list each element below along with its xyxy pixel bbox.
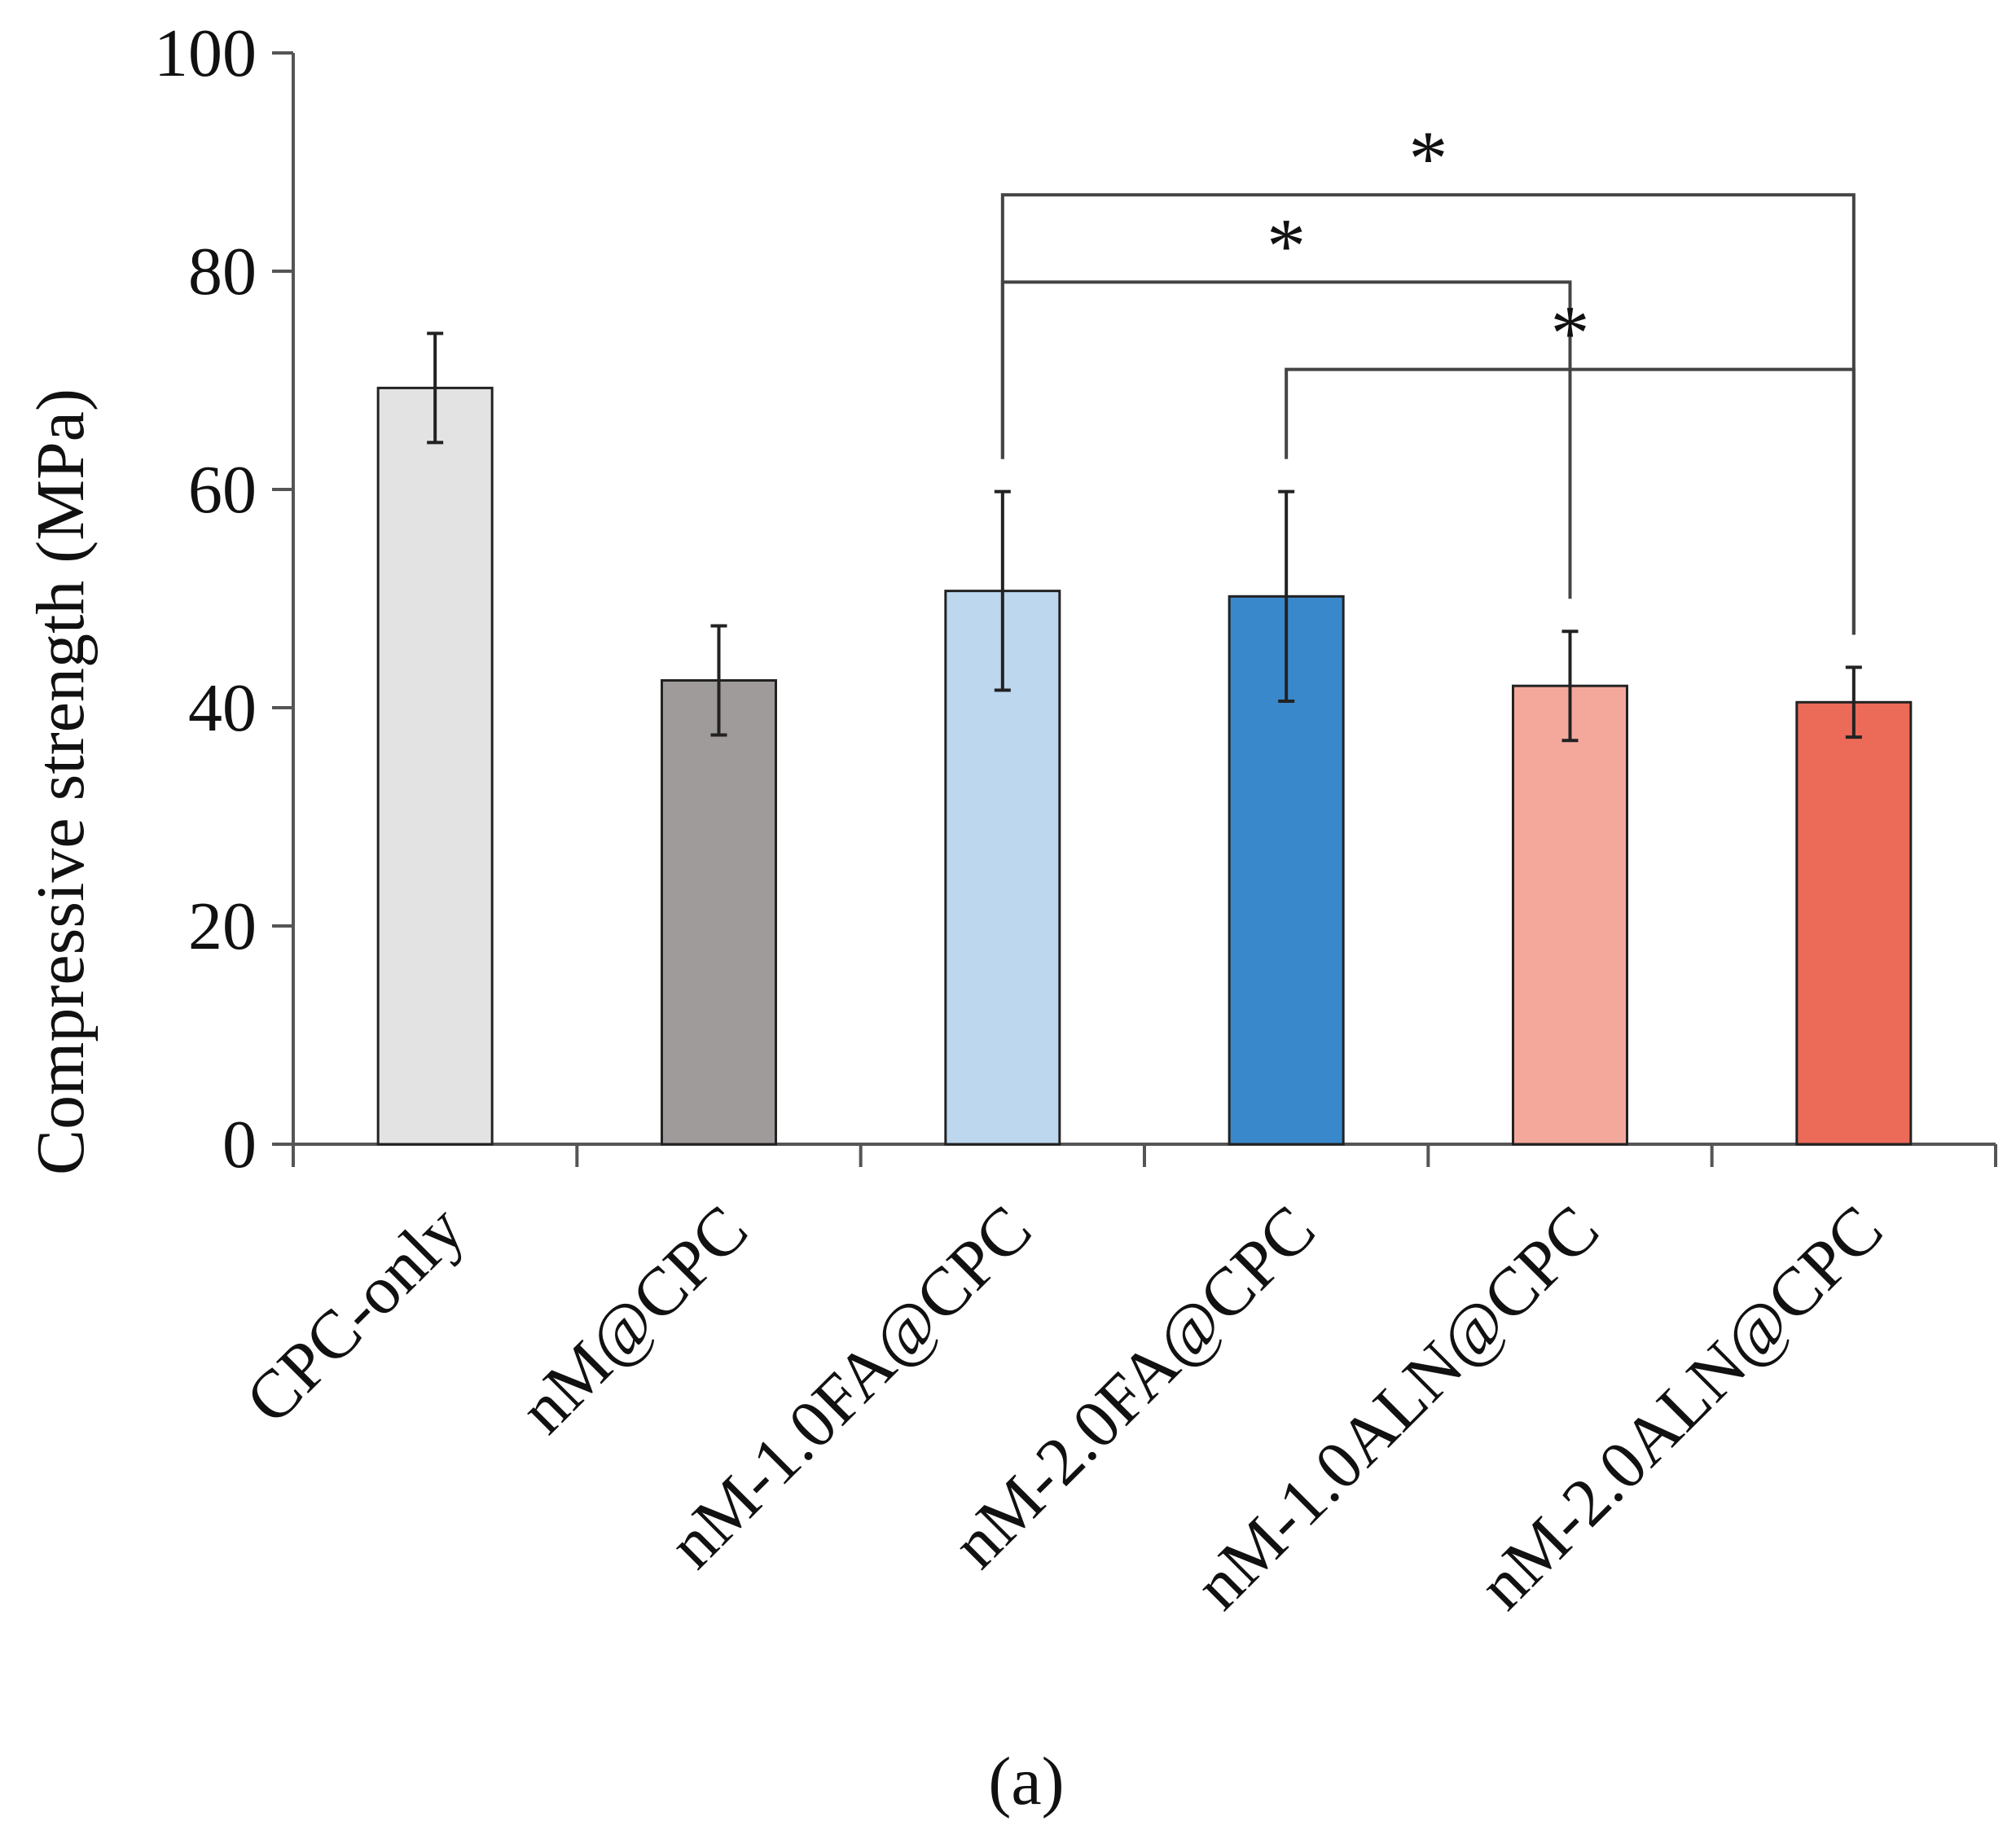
- y-axis-title: Compressive strength (MPa): [23, 388, 99, 1175]
- significance-bracket: [1000, 280, 1572, 599]
- bar: [1795, 700, 1913, 1146]
- significance-star: *: [1267, 202, 1306, 289]
- x-category-label: CPC-only: [231, 1191, 478, 1438]
- y-tick-label: 60: [188, 452, 257, 528]
- significance-bracket: [1000, 193, 1856, 635]
- bar: [1512, 684, 1628, 1146]
- y-tick-label: 0: [222, 1107, 257, 1182]
- error-bars-group: [427, 331, 1862, 743]
- y-tick-label: 40: [188, 670, 257, 746]
- axes: [272, 51, 1997, 1167]
- bars-group: [376, 386, 1913, 1146]
- x-category-label: nM@CPC: [506, 1191, 762, 1448]
- bar: [661, 679, 777, 1146]
- figure-caption: (a): [988, 1744, 1064, 1819]
- y-tick-label: 20: [188, 888, 257, 964]
- significance-group: * * *: [1000, 115, 1856, 635]
- significance-star: *: [1551, 290, 1590, 377]
- bar: [376, 386, 494, 1146]
- significance-bracket: [1285, 367, 1856, 635]
- y-tick-label: 80: [188, 234, 257, 309]
- y-tick-label: 100: [154, 15, 257, 91]
- significance-star: *: [1408, 115, 1447, 202]
